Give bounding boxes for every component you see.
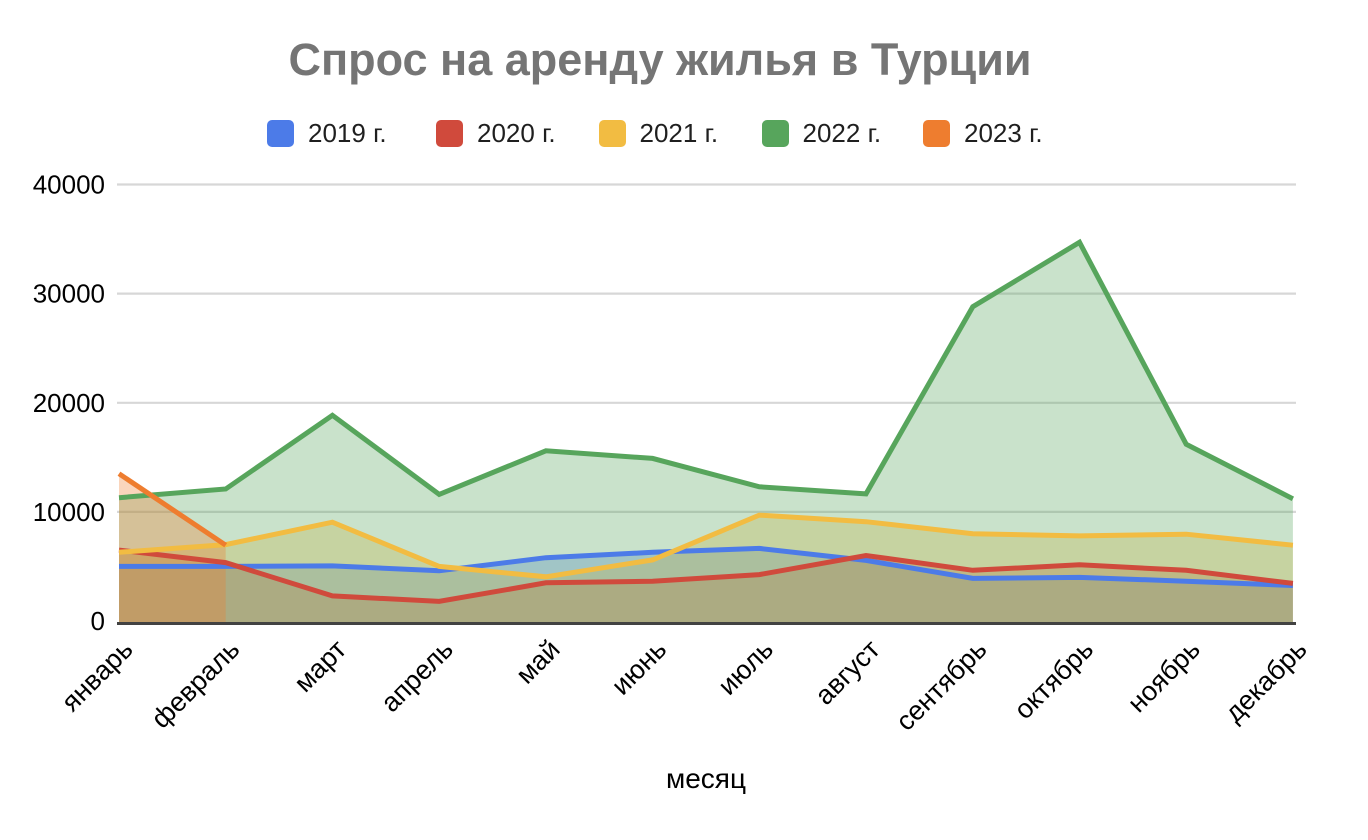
- svg-text:декабрь: декабрь: [1219, 634, 1313, 728]
- svg-text:май: май: [510, 634, 566, 690]
- svg-text:месяц: месяц: [666, 763, 746, 794]
- svg-text:0: 0: [91, 606, 105, 636]
- svg-text:июнь: июнь: [606, 634, 673, 701]
- svg-text:20000: 20000: [33, 388, 105, 418]
- svg-text:февраль: февраль: [145, 634, 245, 734]
- svg-text:40000: 40000: [33, 170, 105, 200]
- svg-text:июль: июль: [712, 634, 779, 701]
- svg-text:10000: 10000: [33, 497, 105, 527]
- svg-text:август: август: [809, 634, 886, 711]
- svg-text:октябрь: октябрь: [1008, 634, 1099, 725]
- svg-text:апрель: апрель: [375, 634, 459, 718]
- svg-text:ноябрь: ноябрь: [1122, 634, 1206, 718]
- svg-text:30000: 30000: [33, 279, 105, 309]
- svg-text:январь: январь: [56, 634, 139, 717]
- svg-text:сентябрь: сентябрь: [890, 634, 993, 737]
- svg-text:март: март: [288, 634, 352, 698]
